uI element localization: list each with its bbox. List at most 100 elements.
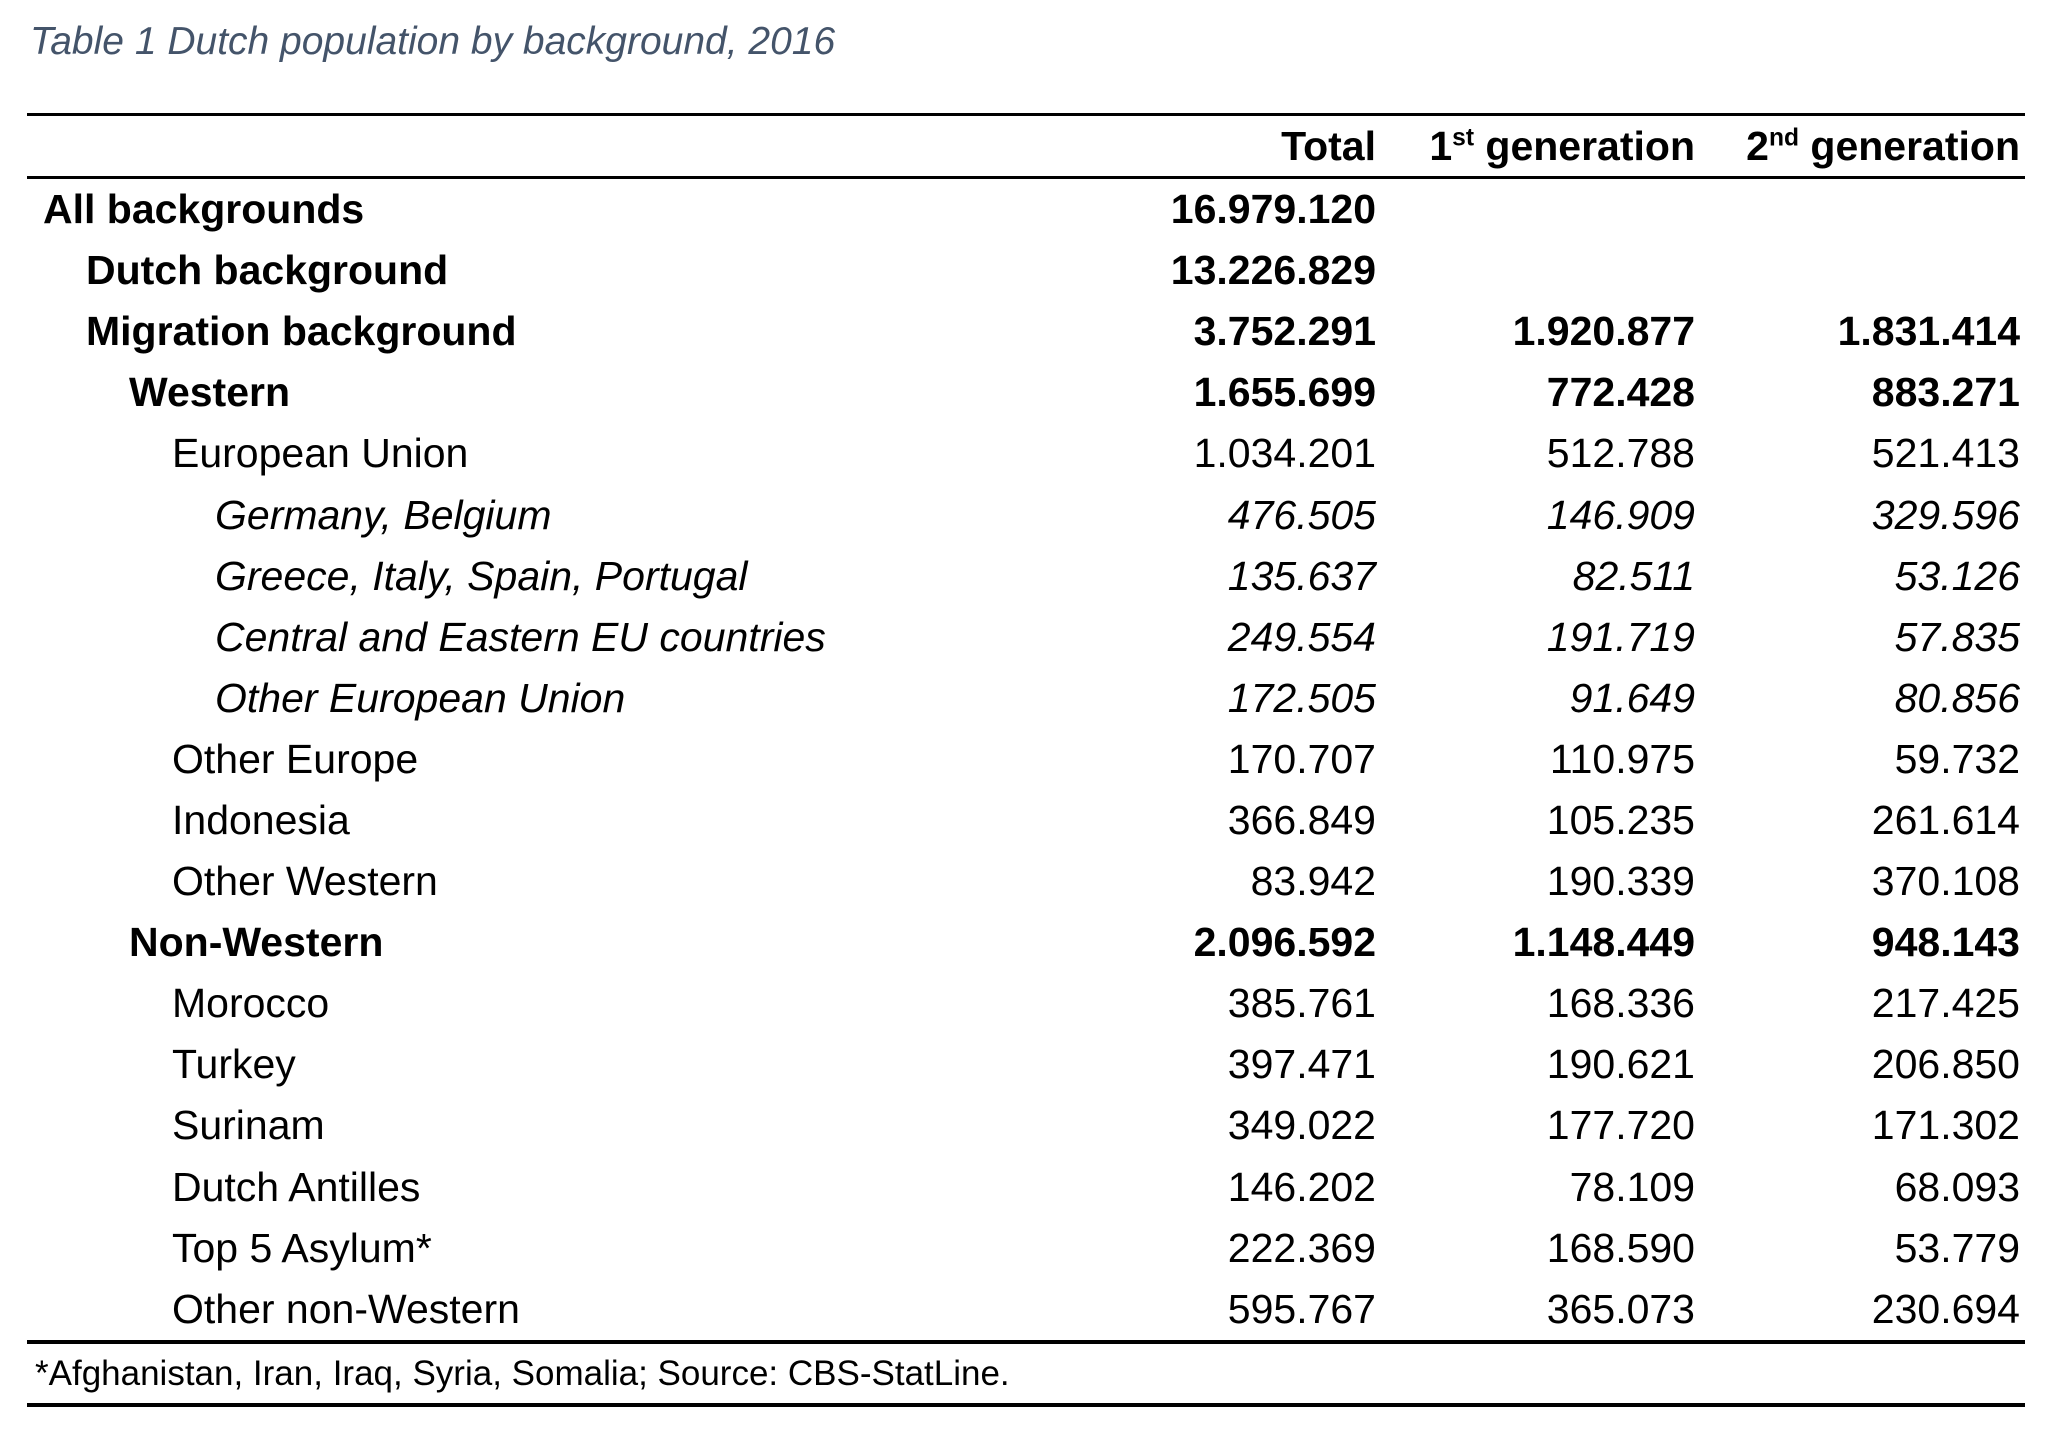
row-label: European Union — [172, 430, 469, 477]
gen1-ordinal-suffix: st — [1452, 123, 1475, 151]
row-label: Surinam — [172, 1102, 325, 1149]
total-value: 1.034.201 — [1193, 430, 1376, 477]
row-label: Morocco — [172, 980, 330, 1027]
total-value: 2.096.592 — [1193, 919, 1376, 966]
table-row: Indonesia 366.849 105.235 261.614 — [27, 790, 2025, 851]
table-row: Greece, Italy, Spain, Portugal 135.637 8… — [27, 546, 2025, 607]
row-label: Germany, Belgium — [215, 491, 552, 538]
table-row: Western 1.655.699 772.428 883.271 — [27, 362, 2025, 423]
col-header-total: Total — [1281, 122, 1376, 169]
total-value: 1.655.699 — [1193, 369, 1376, 416]
table-row: Turkey 397.471 190.621 206.850 — [27, 1034, 2025, 1095]
col-header-gen2: 2nd generation — [1695, 123, 2025, 170]
total-value: 349.022 — [1227, 1102, 1376, 1149]
row-label: Dutch background — [86, 247, 449, 294]
table-header-row: Total 1st generation 2nd generation — [27, 116, 2025, 176]
gen2-value: 261.614 — [1871, 796, 2020, 843]
gen1-value: 190.621 — [1546, 1041, 1695, 1088]
gen2-value: 948.143 — [1871, 919, 2020, 966]
gen2-value: 171.302 — [1871, 1102, 2020, 1149]
table-caption: Table 1 Dutch population by background, … — [30, 20, 836, 63]
gen2-value: 370.108 — [1871, 858, 2020, 905]
table-rule-top — [27, 113, 2025, 116]
total-value: 3.752.291 — [1193, 308, 1376, 355]
row-label: Greece, Italy, Spain, Portugal — [215, 552, 748, 599]
gen1-value: 365.073 — [1546, 1285, 1695, 1332]
total-value: 16.979.120 — [1170, 186, 1376, 233]
row-label: Other non-Western — [172, 1285, 520, 1332]
total-value: 170.707 — [1227, 735, 1376, 782]
gen1-value: 1.920.877 — [1512, 308, 1695, 355]
row-label: Indonesia — [172, 796, 350, 843]
gen1-value: 512.788 — [1546, 430, 1695, 477]
gen1-value: 168.590 — [1546, 1224, 1695, 1271]
row-label: Western — [129, 369, 291, 416]
table-row: Other Western 83.942 190.339 370.108 — [27, 851, 2025, 912]
total-value: 366.849 — [1227, 796, 1376, 843]
gen1-value: 177.720 — [1546, 1102, 1695, 1149]
table-row: Non-Western 2.096.592 1.148.449 948.143 — [27, 912, 2025, 973]
gen2-value: 53.779 — [1894, 1224, 2020, 1271]
table-row: Other Europe 170.707 110.975 59.732 — [27, 729, 2025, 790]
gen1-value: 91.649 — [1569, 674, 1695, 721]
total-value: 595.767 — [1227, 1285, 1376, 1332]
total-value: 397.471 — [1227, 1041, 1376, 1088]
gen2-value: 59.732 — [1894, 735, 2020, 782]
gen2-word: generation — [1799, 122, 2020, 169]
total-value: 83.942 — [1250, 858, 1376, 905]
total-value: 222.369 — [1227, 1224, 1376, 1271]
data-table: Total 1st generation 2nd generation All … — [27, 113, 2025, 1407]
total-value: 13.226.829 — [1170, 247, 1376, 294]
table-row: European Union 1.034.201 512.788 521.413 — [27, 423, 2025, 484]
col-header-gen1: 1st generation — [1376, 123, 1695, 170]
gen1-value: 190.339 — [1546, 858, 1695, 905]
gen2-value: 1.831.414 — [1837, 308, 2020, 355]
row-label: All backgrounds — [43, 186, 365, 233]
table-row: Dutch background 13.226.829 — [27, 240, 2025, 301]
table-row: Surinam 349.022 177.720 171.302 — [27, 1095, 2025, 1156]
table-row: Other non-Western 595.767 365.073 230.69… — [27, 1279, 2025, 1340]
gen2-value: 521.413 — [1871, 430, 2020, 477]
gen2-value: 206.850 — [1871, 1041, 2020, 1088]
gen2-value: 329.596 — [1871, 491, 2020, 538]
total-value: 476.505 — [1227, 491, 1376, 538]
total-value: 249.554 — [1227, 613, 1376, 660]
gen1-value: 105.235 — [1546, 796, 1695, 843]
total-value: 385.761 — [1227, 980, 1376, 1027]
table-footnote: *Afghanistan, Iran, Iraq, Syria, Somalia… — [35, 1353, 1010, 1393]
gen1-word: generation — [1474, 122, 1695, 169]
gen2-value: 53.126 — [1894, 552, 2020, 599]
table-row: Dutch Antilles 146.202 78.109 68.093 — [27, 1157, 2025, 1218]
total-value: 172.505 — [1227, 674, 1376, 721]
gen1-value: 78.109 — [1569, 1163, 1695, 1210]
total-value: 146.202 — [1227, 1163, 1376, 1210]
row-label: Top 5 Asylum* — [172, 1224, 432, 1271]
gen2-value: 80.856 — [1894, 674, 2020, 721]
row-label: Other Western — [172, 858, 438, 905]
gen1-value: 168.336 — [1546, 980, 1695, 1027]
table-rule-bottom — [27, 1402, 2025, 1407]
total-value: 135.637 — [1227, 552, 1376, 599]
gen2-value: 57.835 — [1894, 613, 2020, 660]
gen1-value: 146.909 — [1546, 491, 1695, 538]
row-label: Central and Eastern EU countries — [215, 613, 826, 660]
row-label: Non-Western — [129, 919, 384, 966]
gen1-value: 191.719 — [1546, 613, 1695, 660]
gen2-value: 230.694 — [1871, 1285, 2020, 1332]
gen1-value: 772.428 — [1546, 369, 1695, 416]
table-row: Morocco 385.761 168.336 217.425 — [27, 973, 2025, 1034]
table-row: Migration background 3.752.291 1.920.877… — [27, 301, 2025, 362]
row-label: Turkey — [172, 1041, 296, 1088]
table-row: Central and Eastern EU countries 249.554… — [27, 607, 2025, 668]
row-label: Other Europe — [172, 735, 419, 782]
table-row: All backgrounds 16.979.120 — [27, 179, 2025, 240]
gen1-value: 110.975 — [1549, 735, 1695, 782]
gen2-value: 217.425 — [1871, 980, 2020, 1027]
gen2-value: 883.271 — [1871, 369, 2020, 416]
table-rule-header-bottom — [27, 176, 2025, 179]
gen2-number: 2 — [1746, 122, 1769, 169]
row-label: Dutch Antilles — [172, 1163, 421, 1210]
table-row: Other European Union 172.505 91.649 80.8… — [27, 668, 2025, 729]
gen1-value: 1.148.449 — [1512, 919, 1695, 966]
